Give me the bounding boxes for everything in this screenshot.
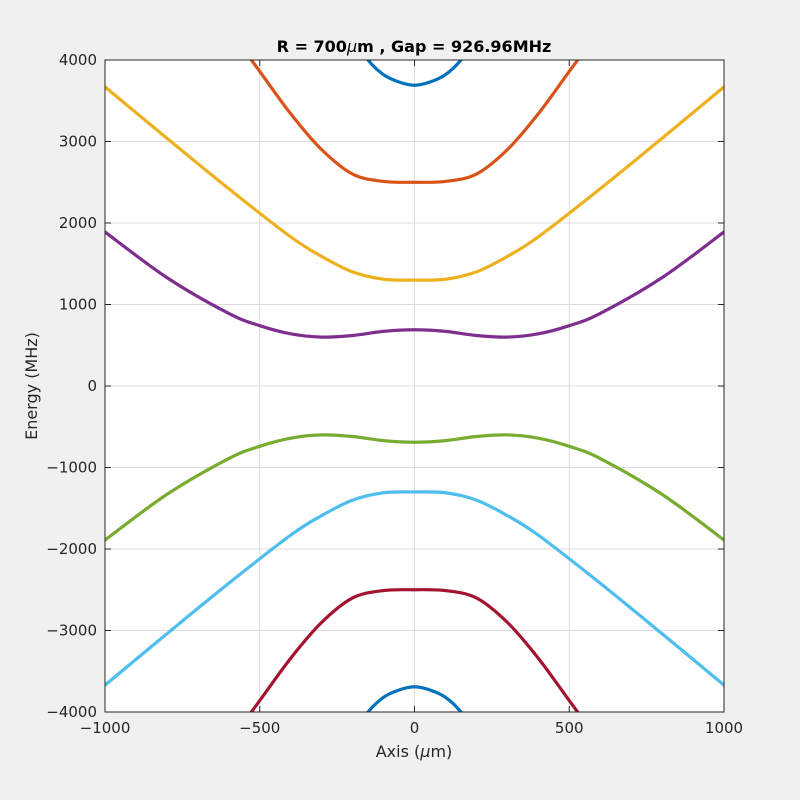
- y-tick-label: −3000: [46, 622, 97, 640]
- y-tick-label: 3000: [59, 133, 97, 151]
- title-mu: μ: [346, 37, 357, 56]
- ticks: −1000 −500 0 500 1000 −4000 −3000 −2000 −1000 0 10…: [46, 51, 743, 737]
- xlabel-mu: μ: [419, 742, 430, 761]
- y-axis-label: Energy (MHz): [22, 332, 41, 440]
- y-tick-label: 2000: [59, 214, 97, 232]
- y-tick-label: 4000: [59, 51, 97, 69]
- y-tick-label: −4000: [46, 703, 97, 721]
- x-tick-label: 1000: [705, 719, 743, 737]
- series-line-8: [366, 685, 463, 712]
- y-tick-label: −1000: [46, 459, 97, 477]
- y-tick-label: −2000: [46, 540, 97, 558]
- chart-title: R = 700μm , Gap = 926.96MHz: [277, 37, 552, 56]
- series-line-1: [366, 60, 463, 87]
- series-line-2: [249, 60, 580, 184]
- x-tick-label: 500: [555, 719, 584, 737]
- series-line-6: [105, 490, 724, 687]
- series-line-4: [105, 230, 724, 339]
- series-line-7: [249, 588, 580, 712]
- x-tick-label: −500: [239, 719, 280, 737]
- series-group: [105, 60, 724, 712]
- x-tick-label: 0: [410, 719, 420, 737]
- y-tick-label: 0: [87, 377, 97, 395]
- series-line-3: [105, 85, 724, 282]
- series-line-5: [105, 433, 724, 542]
- y-tick-label: 1000: [59, 296, 97, 314]
- x-axis-label: Axis (μm): [376, 742, 453, 761]
- x-tick-label: −1000: [80, 719, 131, 737]
